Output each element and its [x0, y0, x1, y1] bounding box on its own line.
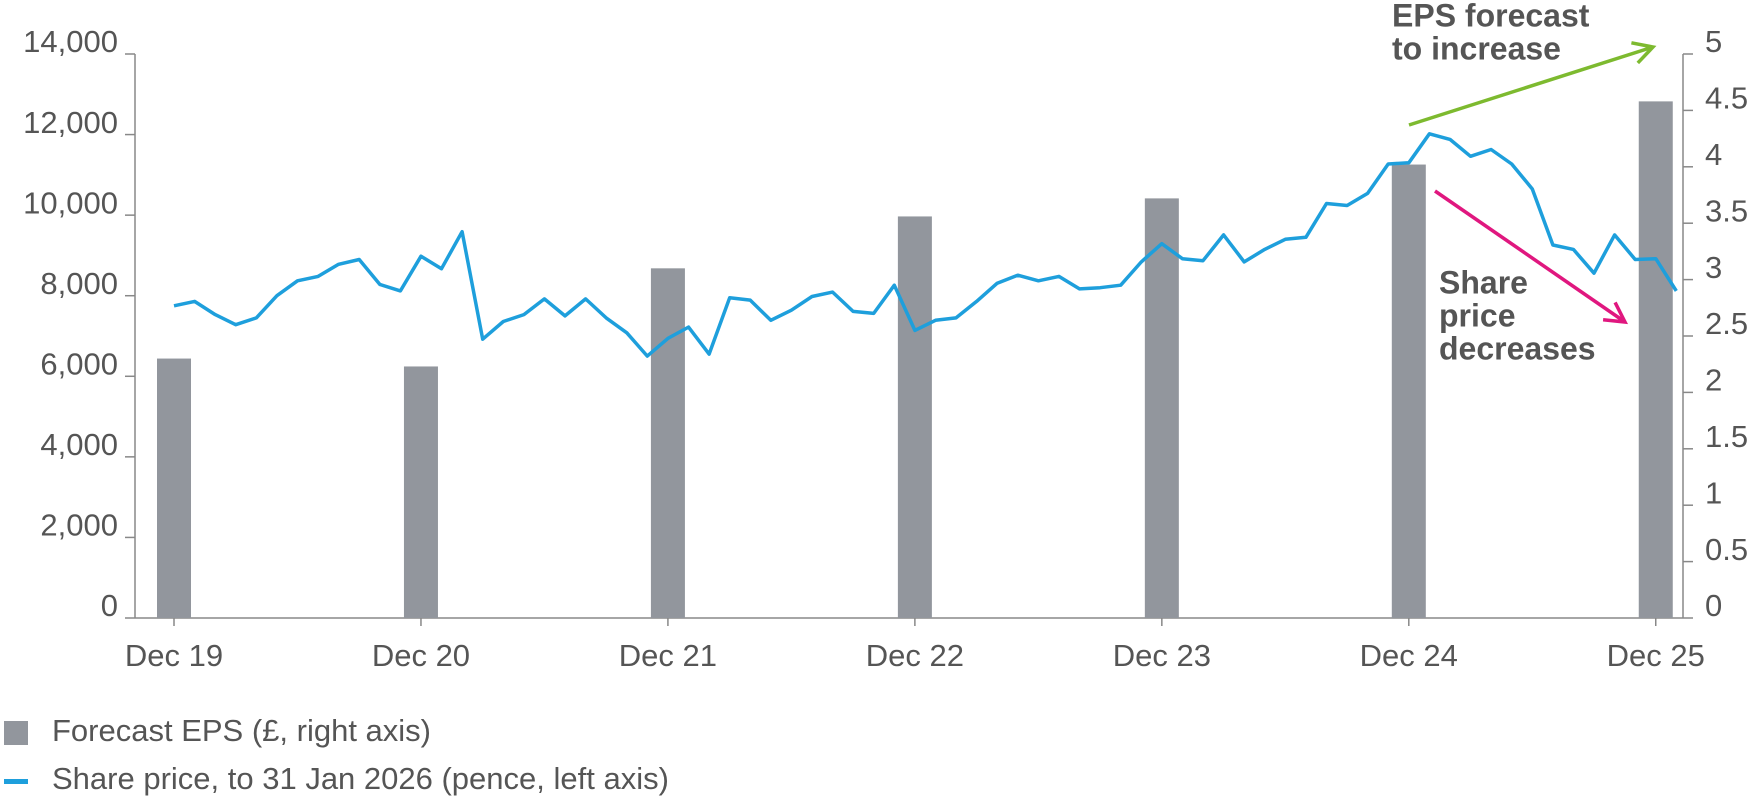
- x-tick-label: Dec 21: [619, 638, 717, 673]
- y2-tick-label: 3.5: [1705, 193, 1748, 228]
- x-tick-label: Dec 25: [1607, 638, 1705, 673]
- legend-label: Share price, to 31 Jan 2026 (pence, left…: [52, 761, 669, 796]
- y2-tick-label: 2.5: [1705, 306, 1748, 341]
- y-tick-label: 2,000: [40, 508, 118, 543]
- annotation: to increase: [1392, 30, 1561, 66]
- x-tick-label: Dec 23: [1113, 638, 1211, 673]
- bar: [650, 268, 685, 618]
- y2-tick-label: 2: [1705, 363, 1722, 398]
- annotation-arrow: [1434, 189, 1626, 324]
- y-tick-label: 4,000: [40, 427, 118, 462]
- x-tick-label: Dec 19: [125, 638, 223, 673]
- x-tick-label: Dec 22: [866, 638, 964, 673]
- y-tick-label: 12,000: [23, 105, 118, 140]
- annotation-arrowhead: [1631, 41, 1657, 65]
- x-tick-label: Dec 20: [372, 638, 470, 673]
- annotation: decreases: [1439, 330, 1596, 366]
- y-tick-label: 0: [101, 588, 118, 623]
- annotation-arrow: [1408, 45, 1654, 127]
- legend-label: Forecast EPS (£, right axis): [52, 713, 431, 748]
- bar: [1638, 101, 1673, 619]
- legend-swatch: [4, 721, 28, 745]
- x-tick-label: Dec 24: [1360, 638, 1458, 673]
- y2-tick-label: 1.5: [1705, 419, 1748, 454]
- y2-tick-label: 1: [1705, 475, 1722, 510]
- y2-tick-label: 4.5: [1705, 81, 1748, 116]
- legend-swatch: [4, 779, 28, 784]
- y-tick-label: 14,000: [23, 24, 118, 59]
- y2-tick-label: 3: [1705, 250, 1722, 285]
- y2-tick-label: 0: [1705, 588, 1722, 623]
- y2-tick-label: 0.5: [1705, 532, 1748, 567]
- bar: [157, 358, 191, 618]
- annotation-arrowhead: [1602, 301, 1629, 325]
- y2-tick-label: 5: [1705, 24, 1722, 59]
- y-tick-label: 6,000: [40, 346, 118, 381]
- bar: [1144, 198, 1179, 618]
- annotation: EPS forecast: [1392, 0, 1590, 33]
- annotation: Share: [1439, 264, 1528, 300]
- bar: [403, 366, 438, 618]
- y-tick-label: 8,000: [40, 266, 118, 301]
- bar: [897, 216, 932, 618]
- annotation: price: [1439, 297, 1515, 333]
- line: [173, 132, 1678, 358]
- y2-tick-label: 4: [1705, 137, 1722, 172]
- y-tick-label: 10,000: [23, 185, 118, 220]
- bar: [1391, 164, 1426, 618]
